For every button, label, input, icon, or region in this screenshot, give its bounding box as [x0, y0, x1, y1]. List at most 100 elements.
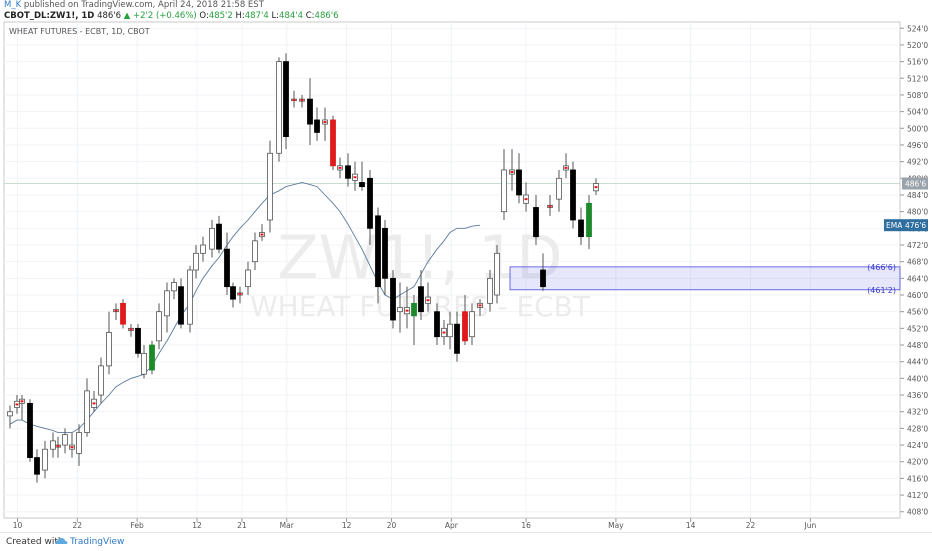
- candle: [84, 378, 90, 437]
- price-chart[interactable]: ZW1!, 1D WHEAT FUTURES - ECBT WHEAT FUTU…: [0, 20, 932, 532]
- tradingview-logo-text[interactable]: TradingView: [70, 537, 125, 547]
- candle: [434, 303, 440, 346]
- candle: [322, 107, 328, 141]
- candle: [556, 169, 562, 212]
- candle: [382, 219, 388, 296]
- price-label: 460'0: [907, 291, 928, 300]
- price-label: 512'0: [907, 74, 928, 83]
- candle-mark: [478, 304, 482, 307]
- candle: [477, 299, 483, 316]
- candle-body: [224, 248, 230, 288]
- candle: [425, 282, 431, 312]
- candle: [447, 311, 453, 350]
- time-axis[interactable]: 10 22 Feb 12 21 Mar 12 20 Apr 16 May 14 22 Jun: [13, 518, 817, 530]
- candle: [586, 194, 592, 250]
- candle: [98, 357, 104, 404]
- candle: [359, 161, 365, 191]
- candle-mark: [92, 402, 96, 405]
- candle: [216, 215, 222, 254]
- candle: [330, 115, 336, 170]
- candle-mark: [405, 309, 409, 312]
- candle: [19, 395, 25, 421]
- candle-body: [578, 219, 584, 238]
- candle: [69, 432, 75, 458]
- candle: [283, 53, 289, 150]
- candle-mark: [15, 403, 19, 406]
- candle: [375, 207, 381, 304]
- last-price-tag: 486'6: [905, 180, 926, 189]
- candle: [55, 436, 61, 458]
- price-label: 452'0: [907, 324, 928, 333]
- candle-body: [216, 223, 222, 250]
- tradingview-cloud-icon: [55, 537, 68, 544]
- candle-mark: [238, 292, 242, 295]
- candle: [487, 270, 493, 312]
- candle-body: [345, 165, 351, 179]
- candle: [193, 244, 199, 279]
- candle: [593, 178, 599, 195]
- price-label: 448'0: [907, 341, 928, 350]
- candle: [237, 286, 243, 304]
- candle-body: [200, 244, 206, 254]
- chart-title: WHEAT FUTURES - ECBT, 1D, CBOT: [9, 27, 150, 36]
- candle-body: [390, 277, 396, 321]
- price-label: 524'0: [907, 24, 928, 33]
- candle-mark: [323, 121, 327, 124]
- candle-body: [187, 269, 193, 325]
- zone-box: [509, 266, 901, 291]
- candle: [390, 270, 396, 329]
- open-label: O:: [199, 11, 209, 21]
- candle-mark: [70, 446, 74, 449]
- candle-body: [135, 327, 141, 354]
- time-label: 16: [521, 521, 531, 530]
- created-with-text: Created with: [6, 537, 64, 547]
- candle: [540, 253, 546, 291]
- candle: [462, 295, 468, 346]
- candle-body: [454, 323, 460, 354]
- candle-body: [314, 119, 320, 133]
- candle: [276, 57, 282, 162]
- candle-body: [367, 177, 373, 229]
- candle-body: [62, 434, 68, 446]
- candle-mark: [114, 309, 118, 312]
- candle-body: [462, 311, 468, 342]
- candle: [314, 107, 320, 141]
- candle-body: [516, 169, 522, 196]
- candle-body: [359, 182, 365, 188]
- last-price-tag-bg: [902, 177, 928, 190]
- candle: [156, 303, 162, 350]
- price-label: 468'0: [907, 258, 928, 267]
- candle: [149, 340, 155, 375]
- high-value: 487'4: [244, 11, 269, 21]
- candle-body: [50, 440, 56, 450]
- candle-body: [7, 411, 13, 417]
- support-zone[interactable]: (466'6) (461'2): [509, 263, 901, 295]
- candle: [509, 149, 515, 191]
- candle: [299, 94, 305, 108]
- candle: [178, 278, 184, 329]
- candle: [141, 345, 147, 379]
- author-name[interactable]: M_K: [4, 0, 22, 10]
- time-label: Feb: [131, 521, 145, 530]
- candle-body: [149, 344, 155, 371]
- candle-body: [84, 390, 90, 433]
- candle-mark: [353, 176, 357, 179]
- candle: [76, 424, 82, 466]
- high-label: H:: [235, 11, 245, 21]
- candle-body: [375, 215, 381, 288]
- ema-tag-name: EMA: [886, 221, 903, 230]
- candle-body: [171, 282, 177, 292]
- price-axis[interactable]: 524'0 520'0 516'0 512'0 508'0 504'0 500'0 496'0…: [900, 24, 928, 517]
- footer: Created with TradingView: [0, 532, 932, 551]
- candle: [411, 295, 417, 346]
- close-value: 486'6: [314, 11, 339, 21]
- candle-body: [494, 252, 500, 296]
- candle: [230, 282, 236, 308]
- time-label: 14: [686, 521, 696, 530]
- price-label: 428'0: [907, 424, 928, 433]
- candle-body: [209, 227, 215, 250]
- price-change: ▲ +2'2 (+0.46%): [123, 11, 197, 21]
- time-label: 22: [746, 521, 756, 530]
- time-label: 12: [342, 521, 352, 530]
- candle: [533, 194, 539, 245]
